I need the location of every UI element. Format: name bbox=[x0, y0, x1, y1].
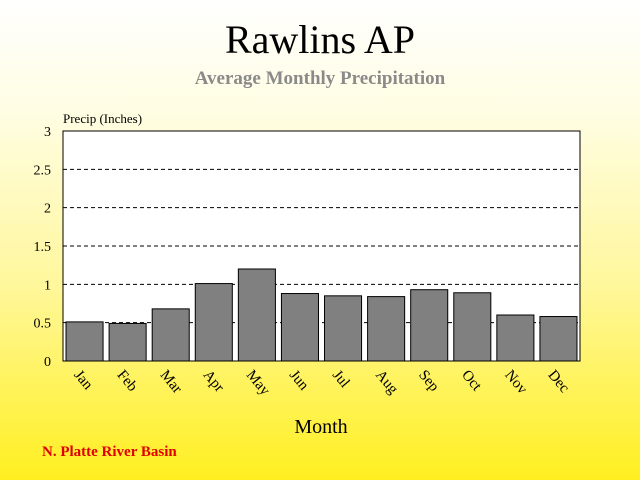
bar-sep bbox=[410, 289, 449, 362]
y-axis-label: Precip (Inches) bbox=[63, 111, 142, 126]
bar-jan bbox=[65, 321, 104, 362]
x-tick-label: Mar bbox=[157, 367, 185, 396]
bar-feb bbox=[108, 322, 147, 362]
bars bbox=[65, 268, 578, 362]
chart-subtitle: Average Monthly Precipitation bbox=[194, 68, 446, 89]
bar-jun bbox=[280, 293, 319, 362]
bar-aug bbox=[367, 296, 406, 362]
x-tick-label: Sep bbox=[415, 367, 442, 395]
bar-jul bbox=[324, 295, 363, 362]
y-tick-label: 2.5 bbox=[34, 163, 52, 178]
y-tick-label: 2 bbox=[44, 202, 51, 217]
x-tick-label: Aug bbox=[372, 367, 401, 397]
x-tick-label: Apr bbox=[200, 367, 227, 395]
basin-footnote: N. Platte River Basin bbox=[42, 444, 177, 460]
bar-apr bbox=[194, 283, 233, 362]
y-tick-label: 1.5 bbox=[34, 240, 52, 255]
y-axis-tick-labels: 0 0.5 1 1.5 2 2.5 3 bbox=[34, 125, 52, 370]
bar-oct bbox=[453, 292, 492, 362]
x-tick-label: Dec bbox=[544, 367, 572, 396]
x-tick-label: Jan bbox=[70, 367, 95, 393]
gridlines bbox=[63, 168, 580, 324]
y-tick-label: 0.5 bbox=[34, 317, 52, 332]
bar-may bbox=[237, 268, 276, 362]
x-tick-label: Nov bbox=[501, 367, 530, 397]
bar-nov bbox=[496, 314, 535, 362]
x-axis-tick-labels: Jan Feb Mar Apr May Jun Jul Aug Sep Oct Nov Dec bbox=[70, 367, 572, 399]
bar-mar bbox=[151, 308, 190, 362]
x-tick-label: May bbox=[243, 367, 273, 399]
x-tick-label: Jul bbox=[329, 367, 353, 391]
x-axis-label: Month bbox=[294, 416, 347, 438]
x-tick-label: Feb bbox=[114, 367, 141, 395]
bar-dec bbox=[539, 316, 578, 362]
y-tick-label: 1 bbox=[44, 278, 51, 293]
chart-title: Rawlins AP bbox=[224, 17, 416, 62]
y-tick-label: 0 bbox=[44, 355, 51, 370]
x-tick-label: Jun bbox=[286, 367, 312, 394]
y-tick-label: 3 bbox=[44, 125, 51, 140]
x-tick-label: Oct bbox=[458, 367, 485, 395]
